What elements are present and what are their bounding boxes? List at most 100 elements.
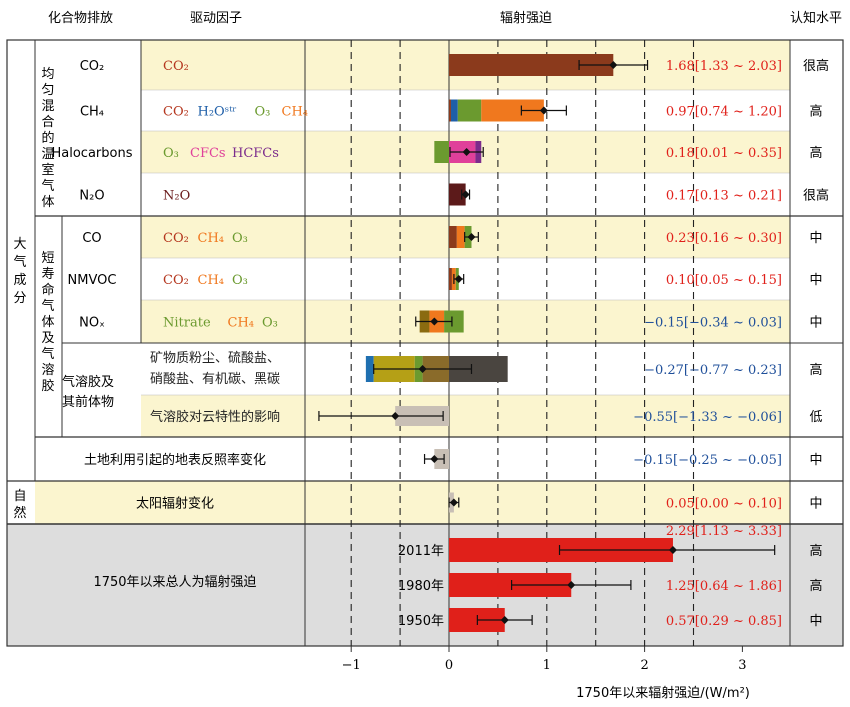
vertical-char: 气 [41,346,54,362]
emission-label: CO [82,231,101,246]
group-natural-label: 自然 [13,489,26,521]
confidence-label: 高 [809,578,822,594]
driver-label: O₃ [232,231,248,246]
total-value-label: 0.57[0.29 ~ 0.85] [666,614,782,629]
driver-label: CH₄ [198,273,225,288]
vertical-char: 然 [13,505,26,521]
driver-label: CH₄ [282,105,309,120]
vertical-char: 成 [13,273,26,288]
value-label: 0.23[0.16 ~ 0.30] [666,231,782,246]
vertical-char: 命 [41,282,54,298]
confidence-label: 中 [809,316,822,331]
emission-label: NOₓ [79,316,105,331]
driver-label: O₃ [255,105,271,120]
total-value-label: 2.29[1.13 ~ 3.33] [666,524,782,539]
x-tick-label: 2 [640,658,648,673]
vertical-char: 室 [41,162,54,178]
bar-segment [449,183,466,206]
value-label: 0.10[0.05 ~ 0.15] [666,273,782,288]
emission-label: CH₄ [80,105,104,120]
vertical-char: 体 [41,315,54,330]
group-slcf-label: 短寿命气体及气溶胶 [41,251,54,394]
group-atmos-label: 大气成分 [13,237,26,306]
driver-label: CFCs [190,146,226,161]
confidence-label: 中 [809,497,822,512]
emission-label: Halocarbons [52,146,133,161]
group-wmghg-label: 均匀混合的温室气体 [41,67,54,210]
confidence-label: 高 [809,543,822,559]
vertical-char: 合 [41,115,54,130]
driver-label: CO₂ [163,231,189,246]
header-driver: 驱动因子 [190,11,242,26]
x-axis-label: 1750年以来辐射强迫/(W/m²) [576,685,750,701]
value-label: −0.15[−0.34 ~ 0.03] [644,316,782,331]
confidence-label: 高 [809,104,822,120]
bar-segment [456,226,465,248]
emission-label: NMVOC [68,273,117,288]
row-backgrounds [7,40,843,646]
total-forcing-label: 1750年以来总人为辐射强迫 [93,574,256,590]
value-label: −0.15[−0.25 ~ −0.05] [633,453,782,468]
vertical-char: 分 [13,291,26,306]
vertical-char: 大 [13,237,26,252]
vertical-char: 的 [41,130,54,146]
value-marker [418,365,427,373]
value-marker [609,61,618,69]
driver-label: CH₄ [198,231,225,246]
bar-segment [450,99,458,122]
driver-label: CO₂ [163,59,189,74]
row-band [141,300,790,343]
driver-label: HCFCs [232,146,279,161]
total-year-label: 1950年 [398,614,444,629]
vertical-char: 短 [41,251,54,266]
vertical-char: 溶 [41,363,54,378]
bar-segment [365,356,374,382]
total-value-label: 1.25[0.64 ~ 1.86] [666,579,782,594]
emission-label: 土地利用引起的地表反照率变化 [84,452,266,468]
driver-label: 矿物质粉尘、硫酸盐、 [150,351,280,366]
confidence-label: 中 [809,614,822,629]
value-marker [430,455,439,463]
confidence-label: 中 [809,453,822,468]
value-label: 0.17[0.13 ~ 0.21] [666,189,782,204]
value-marker [500,616,509,624]
value-marker [449,498,458,507]
value-marker [391,412,400,420]
bar-segment [457,99,482,122]
bar-segment [481,99,544,122]
vertical-char: 及 [41,331,54,346]
total-year-label: 1980年 [398,579,444,594]
driver-label: N₂O [163,189,190,204]
value-marker [461,190,470,199]
driver-label: H₂Oˢᵗʳ [198,105,237,120]
bar-segment [449,268,452,290]
value-label: 0.97[0.74 ~ 1.20] [666,105,782,120]
driver-label: Nitrate [163,316,211,331]
vertical-char: 气 [41,298,54,314]
value-marker [668,546,677,554]
total-forcing-rows: 2011年 2.29[1.13 ~ 3.33] 高 1980年 1.25[0.64 ~ … [398,524,823,632]
aerosol-group-label-line1: 气溶胶及 [62,374,114,390]
bar-segment [444,310,464,333]
vertical-char: 胶 [41,378,54,394]
driver-label: 气溶胶对云特性的影响 [150,409,280,425]
bar-segment [449,99,451,122]
value-marker [567,581,576,589]
driver-label: 硝酸盐、有机碳、黑碳 [150,372,280,387]
x-tick-label: 0 [445,658,453,673]
emission-label: N₂O [79,189,104,204]
driver-label: O₃ [163,146,179,161]
value-marker [430,317,439,326]
vertical-char: 混 [41,99,54,114]
group-natural-text: 自然 [13,489,26,521]
x-tick-label: −1 [342,658,361,673]
total-band [7,524,843,646]
vertical-char: 匀 [41,83,54,98]
data-rows: CO₂ CO₂ 1.68[1.33 ~ 2.03] 很高 CH₄ CO₂ H₂Oˢᵗʳ O₃ C… [52,54,829,513]
header-emission: 化合物排放 [48,11,113,26]
emission-label: 太阳辐射变化 [136,496,214,512]
value-label: 0.18[0.01 ~ 0.35] [666,146,782,161]
header-confidence: 认知水平 [790,10,842,26]
value-marker [462,148,471,156]
